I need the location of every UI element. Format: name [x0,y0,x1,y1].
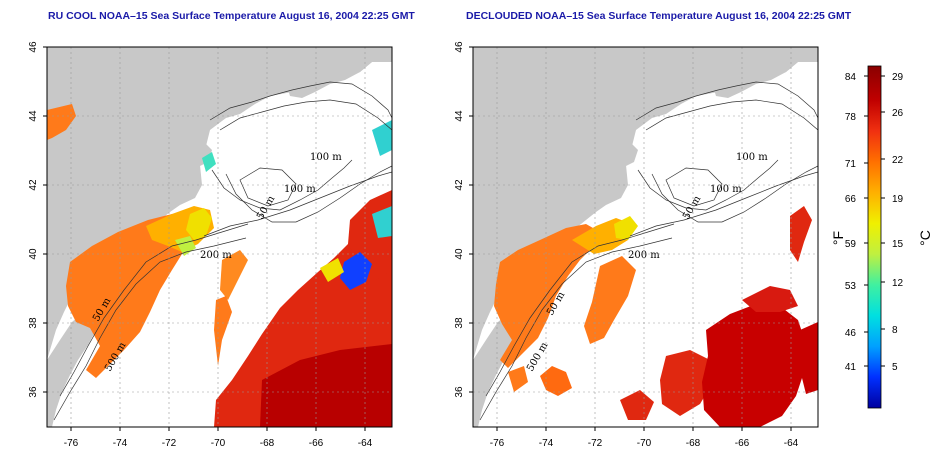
colorbar-f-label: 78 [845,112,857,123]
right-x-axis-labels: -76 -74 -72 -70 -68 -66 -64 [490,438,799,449]
colorbar-f-label: 41 [845,362,857,373]
right-x-tick-label: -70 [637,438,652,449]
right-panel-title: DECLOUDED NOAA–15 Sea Surface Temperatur… [466,10,852,22]
left-contour-label-200m: 200 m [200,250,232,261]
left-y-tick-label: 38 [28,317,39,329]
right-contour-label-100m-south: 100 m [710,184,742,195]
right-x-tick-label: -76 [490,438,505,449]
right-map-frame [472,46,819,428]
left-x-tick-label: -68 [260,438,275,449]
colorbar-c-label: 26 [892,108,904,119]
left-x-tick-label: -66 [309,438,324,449]
colorbar-fahrenheit-labels: 84 78 71 66 59 53 46 41 [845,72,857,373]
colorbar-f-label: 84 [845,72,857,83]
left-x-tick-label: -76 [64,438,79,449]
right-y-tick-label: 44 [454,110,465,122]
left-x-axis-labels: -76 -74 -72 -70 -68 -66 -64 [64,438,373,449]
colorbar-c-label: 19 [892,194,904,205]
left-y-tick-label: 40 [28,248,39,260]
right-x-tick-label: -68 [686,438,701,449]
colorbar-f-label: 53 [845,281,857,292]
right-y-axis-labels: 46 44 42 40 38 36 [454,41,465,398]
left-x-tick-label: -70 [211,438,226,449]
colorbar-celsius-labels: 29 26 22 19 15 12 8 5 [892,72,904,373]
right-contour-label-200m: 200 m [628,250,660,261]
left-x-tick-label: -74 [113,438,128,449]
left-y-tick-label: 36 [28,386,39,398]
colorbar-fahrenheit-unit: °F [830,231,846,245]
colorbar-gradient [867,65,882,409]
colorbar-c-label: 8 [892,325,898,336]
left-x-tick-label: -64 [358,438,373,449]
right-axis-ticks [469,46,792,431]
colorbar-c-label: 29 [892,72,904,83]
right-bathymetry-contours [479,81,818,421]
colorbar-f-label: 71 [845,159,857,170]
right-gridlines [473,47,818,427]
left-gridlines [47,47,392,427]
right-x-tick-label: -74 [539,438,554,449]
right-x-tick-label: -66 [735,438,750,449]
right-map-panel: 100 m 100 m 50 m 200 m 50 m 500 m [454,41,819,449]
right-x-tick-label: -64 [784,438,799,449]
colorbar-ticks [864,75,885,367]
colorbar-celsius-unit: °C [917,230,933,246]
left-axis-ticks [43,46,366,431]
left-panel-title: RU COOL NOAA–15 Sea Surface Temperature … [48,10,415,22]
left-x-tick-label: -72 [162,438,177,449]
colorbar-c-label: 5 [892,362,898,373]
temperature-colorbar: 84 78 71 66 59 53 46 41 29 26 22 19 15 1… [830,65,933,409]
right-y-tick-label: 36 [454,386,465,398]
right-y-tick-label: 38 [454,317,465,329]
colorbar-c-label: 12 [892,278,904,289]
colorbar-c-label: 22 [892,155,904,166]
left-y-tick-label: 46 [28,41,39,53]
right-y-tick-label: 42 [454,179,465,191]
right-sst-field [494,206,818,427]
colorbar-c-label: 15 [892,239,904,250]
colorbar-f-label: 59 [845,239,857,250]
right-x-tick-label: -72 [588,438,603,449]
left-y-axis-labels: 46 44 42 40 38 36 [28,41,39,398]
colorbar-f-label: 66 [845,194,857,205]
right-y-tick-label: 40 [454,248,465,260]
colorbar-f-label: 46 [845,328,857,339]
left-map-panel: 100 m 100 m 50 m 200 m 50 m 500 m [28,41,393,449]
left-contour-label-100m-north: 100 m [310,152,342,163]
right-contour-label-100m-north: 100 m [736,152,768,163]
left-y-tick-label: 44 [28,110,39,122]
right-y-tick-label: 46 [454,41,465,53]
left-contour-label-100m-south: 100 m [284,184,316,195]
left-map-frame [46,46,393,428]
left-y-tick-label: 42 [28,179,39,191]
